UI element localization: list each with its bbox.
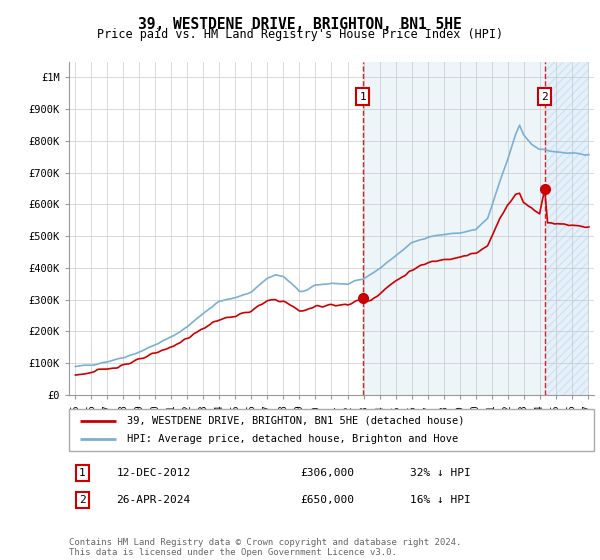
Bar: [363, 62, 589, 395]
Text: 32% ↓ HPI: 32% ↓ HPI: [410, 468, 471, 478]
Text: Price paid vs. HM Land Registry's House Price Index (HPI): Price paid vs. HM Land Registry's House …: [97, 28, 503, 41]
Text: 39, WESTDENE DRIVE, BRIGHTON, BN1 5HE: 39, WESTDENE DRIVE, BRIGHTON, BN1 5HE: [138, 17, 462, 32]
FancyBboxPatch shape: [69, 409, 594, 451]
Text: 1: 1: [79, 468, 86, 478]
Text: 1: 1: [359, 91, 366, 101]
Text: 39, WESTDENE DRIVE, BRIGHTON, BN1 5HE (detached house): 39, WESTDENE DRIVE, BRIGHTON, BN1 5HE (d…: [127, 416, 464, 426]
Text: £306,000: £306,000: [300, 468, 354, 478]
Text: 26-APR-2024: 26-APR-2024: [116, 496, 191, 505]
Text: 12-DEC-2012: 12-DEC-2012: [116, 468, 191, 478]
Text: 2: 2: [541, 91, 548, 101]
Text: Contains HM Land Registry data © Crown copyright and database right 2024.
This d: Contains HM Land Registry data © Crown c…: [69, 538, 461, 557]
Text: 2: 2: [79, 496, 86, 505]
Text: 16% ↓ HPI: 16% ↓ HPI: [410, 496, 471, 505]
Text: HPI: Average price, detached house, Brighton and Hove: HPI: Average price, detached house, Brig…: [127, 434, 458, 444]
Text: £650,000: £650,000: [300, 496, 354, 505]
Bar: [545, 62, 589, 395]
Bar: [545, 62, 589, 395]
